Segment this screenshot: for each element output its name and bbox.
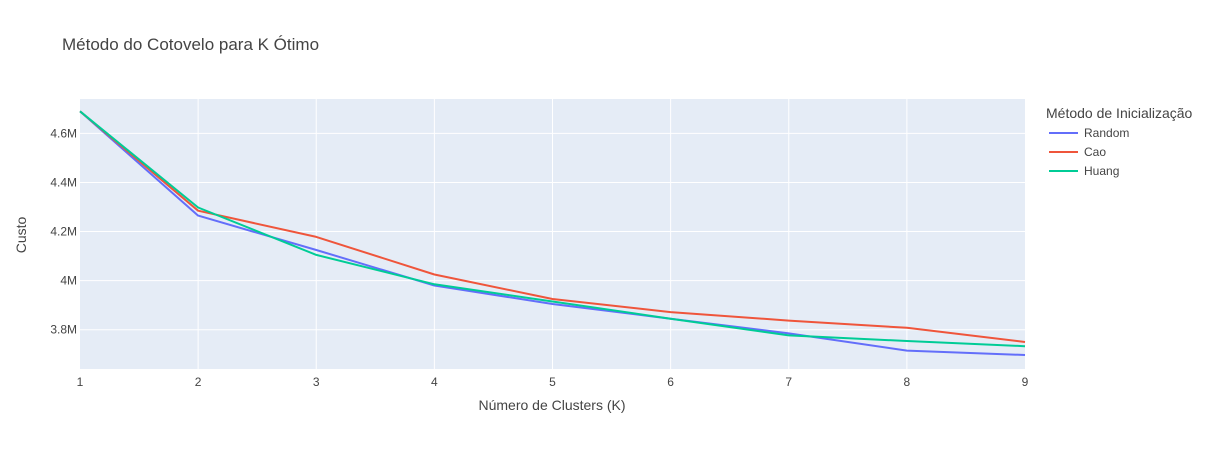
legend-label: Random bbox=[1084, 126, 1129, 140]
grid-lines bbox=[80, 99, 1025, 369]
x-axis-ticks: 1 2 3 4 5 6 7 8 9 bbox=[77, 375, 1029, 389]
legend-label: Cao bbox=[1084, 145, 1106, 159]
x-tick-label: 2 bbox=[195, 375, 202, 389]
y-axis-label: Custo bbox=[13, 217, 29, 254]
series-lines bbox=[79, 110, 1026, 356]
y-tick-label: 3.8M bbox=[50, 323, 77, 337]
x-tick-label: 3 bbox=[313, 375, 320, 389]
y-tick-label: 4M bbox=[60, 274, 77, 288]
legend-label: Huang bbox=[1084, 164, 1119, 178]
chart-title: Método do Cotovelo para K Ótimo bbox=[62, 35, 319, 54]
x-tick-label: 4 bbox=[431, 375, 438, 389]
legend-item-cao[interactable]: Cao bbox=[1049, 145, 1106, 159]
y-tick-label: 4.4M bbox=[50, 175, 77, 189]
legend-item-huang[interactable]: Huang bbox=[1049, 164, 1119, 178]
series-line-random bbox=[79, 110, 1026, 356]
x-tick-label: 9 bbox=[1022, 375, 1029, 389]
series-line-huang bbox=[79, 110, 1026, 348]
x-tick-label: 6 bbox=[667, 375, 674, 389]
y-tick-label: 4.2M bbox=[50, 225, 77, 239]
series-line-cao bbox=[79, 110, 1026, 343]
x-tick-label: 1 bbox=[77, 375, 84, 389]
legend-item-random[interactable]: Random bbox=[1049, 126, 1129, 140]
legend-title: Método de Inicialização bbox=[1046, 105, 1193, 121]
x-tick-label: 7 bbox=[785, 375, 792, 389]
y-tick-label: 4.6M bbox=[50, 126, 77, 140]
x-tick-label: 5 bbox=[549, 375, 556, 389]
x-axis-label: Número de Clusters (K) bbox=[478, 397, 625, 413]
x-tick-label: 8 bbox=[904, 375, 911, 389]
legend: Método de Inicialização Random Cao Huang bbox=[1046, 105, 1193, 178]
y-axis-ticks: 3.8M 4M 4.2M 4.4M 4.6M bbox=[50, 126, 77, 336]
